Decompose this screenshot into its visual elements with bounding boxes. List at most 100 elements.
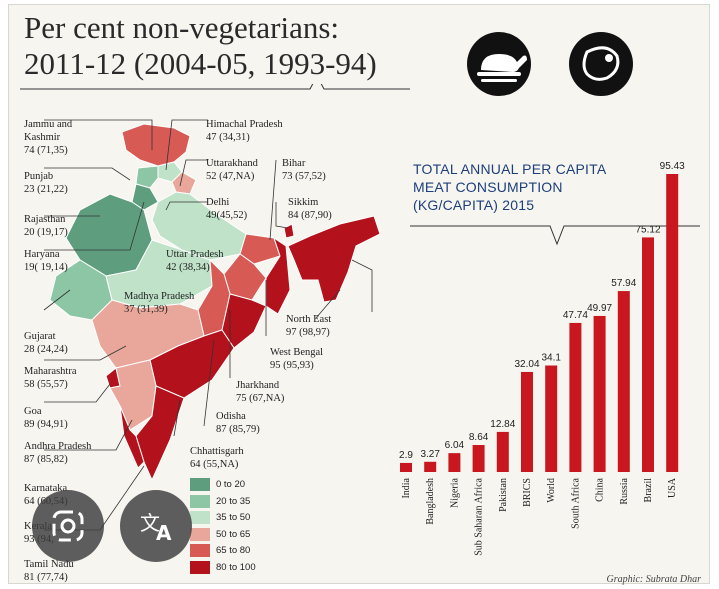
bar-value-label: 32.04 [514,359,539,370]
region-sikkim [283,223,295,239]
meat-chart-title-line-2: MEAT CONSUMPTION [413,179,563,195]
bar-category-label: Russia [619,477,630,504]
map-label-name: Bihar [282,158,306,169]
region-jammu-kashmir [121,123,191,167]
legend-label: 35 to 50 [216,512,251,523]
map-label-value: 23 (21,22) [24,184,68,195]
map-label: Bihar 73 (57,52) [282,157,326,183]
map-label-value: 28 (24,24) [24,344,68,355]
map-label: Delhi 49(45,52) [206,196,247,222]
legend-swatch [190,494,210,508]
map-label-value: 37 (31,39) [124,304,168,315]
map-label: North East 97 (98,97) [286,313,331,339]
legend-label: 20 to 35 [216,495,251,507]
svg-text:文: 文 [140,511,160,535]
map-label-value: 97 (98,97) [286,327,330,338]
legend-swatch [190,560,210,574]
bar-category-label: BRICS [522,478,533,507]
map-label-name: Kashmir [24,132,61,143]
map-label: Maharashtra 58 (55,57) [24,365,76,391]
legend-label: 50 to 65 [216,528,251,540]
india-choropleth-map [43,119,381,531]
map-label-name: Punjab [24,171,54,182]
bar-category-label: India [401,477,412,498]
bar [400,462,412,472]
bar-value-label: 47.74 [563,310,588,321]
map-label-name: Chhattisgarh [190,446,244,457]
map-label-value: 47 (34,31) [206,132,250,143]
map-label-value: 52 (47,NA) [206,171,255,182]
map-label: Haryana 19( 19,14) [24,248,68,274]
bar [496,431,509,472]
map-label-value: 19( 19,14) [24,262,68,273]
map-label-value: 87 (85,79) [216,424,260,435]
map-label-name: Sikkim [288,197,319,208]
map-label: Rajasthan 20 (19,17) [24,213,68,239]
bar [569,322,582,472]
bar-category-label: China [595,477,606,501]
label-leader-lines [43,119,373,531]
chicken-icon [467,32,531,96]
meat-consumption-bar-chart: 2.9 India 3.27 Bangladesh 6.04 Nigeria 8.64 Sub… [399,161,685,556]
bar-category-label: Brazil [643,478,654,503]
map-label-value: 89 (94,91) [24,419,68,430]
map-label-name: Uttar Pradesh [166,249,224,260]
bar [666,174,679,472]
translate-button[interactable]: 文 A [120,490,192,562]
map-label-value: 49(45,52) [206,210,248,221]
bar [593,315,606,472]
map-label: Andhra Pradesh 87 (85,82) [24,440,91,466]
meat-icon [569,32,633,96]
legend-swatch [190,478,210,491]
map-label-name: Maharashtra [24,366,77,377]
legend-label: 80 to 100 [216,561,256,573]
bar-value-label: 8.64 [469,432,489,443]
map-label-name: Jharkhand [236,380,280,391]
region-west-bengal [265,236,291,315]
bar [545,365,558,472]
bar-category-label: Nigeria [449,477,460,508]
map-label: Goa 89 (94,91) [24,405,68,431]
map-label-name: Tamil Nadu [24,559,74,570]
map-label-value: 73 (57,52) [282,171,326,182]
map-label: Madhya Pradesh 37 (31,39) [124,290,194,316]
map-label: Gujarat 28 (24,24) [24,330,68,356]
lens-search-button[interactable] [32,490,104,562]
chart-callout-line [410,225,700,246]
title-callout-line [20,84,410,90]
map-label: Jharkhand 75 (67,NA) [236,379,284,405]
region-haryana [131,183,159,211]
bar-value-label: 95.43 [660,161,685,172]
meat-chart-title: TOTAL ANNUAL PER CAPITA MEAT CONSUMPTION… [413,160,606,214]
bar-value-label: 12.84 [490,419,515,430]
map-label-name: Himachal Pradesh [206,119,283,130]
region-kerala [119,405,145,469]
bar-category-label: Bangladesh [425,478,436,525]
map-label-value: 81 (77,74) [24,572,68,583]
map-label-name: North East [286,314,332,325]
bar-value-label: 2.9 [399,450,413,461]
legend-label: 65 to 80 [216,545,251,556]
bar-value-label: 34.1 [541,353,561,364]
title-line-1: Per cent non-vegetarians: [24,10,340,45]
legend-swatch [190,544,210,557]
map-label: Uttarakhand 52 (47,NA) [206,157,258,183]
region-uttarakhand [171,171,197,195]
map-label-value: 84 (87,90) [288,210,332,221]
bar-value-label: 6.04 [445,440,465,451]
bar [617,291,630,472]
bar-category-label: World [546,478,557,503]
map-label-name: Gujarat [24,331,56,342]
region-punjab [135,165,159,189]
map-label-value: 20 (19,17) [24,227,68,238]
lens-icon [52,510,84,542]
map-label: Himachal Pradesh 47 (34,31) [206,118,283,144]
map-label-value: 64 (55,NA) [190,459,239,470]
map-label: Odisha 87 (85,79) [216,410,260,436]
map-label: West Bengal 95 (95,93) [270,346,323,372]
map-label-value: 42 (38,34) [166,262,210,273]
map-label: Chhattisgarh 64 (55,NA) [190,445,244,471]
map-label-name: Odisha [216,411,246,422]
map-label-name: West Bengal [270,347,324,358]
translate-icon: 文 A [140,511,172,545]
